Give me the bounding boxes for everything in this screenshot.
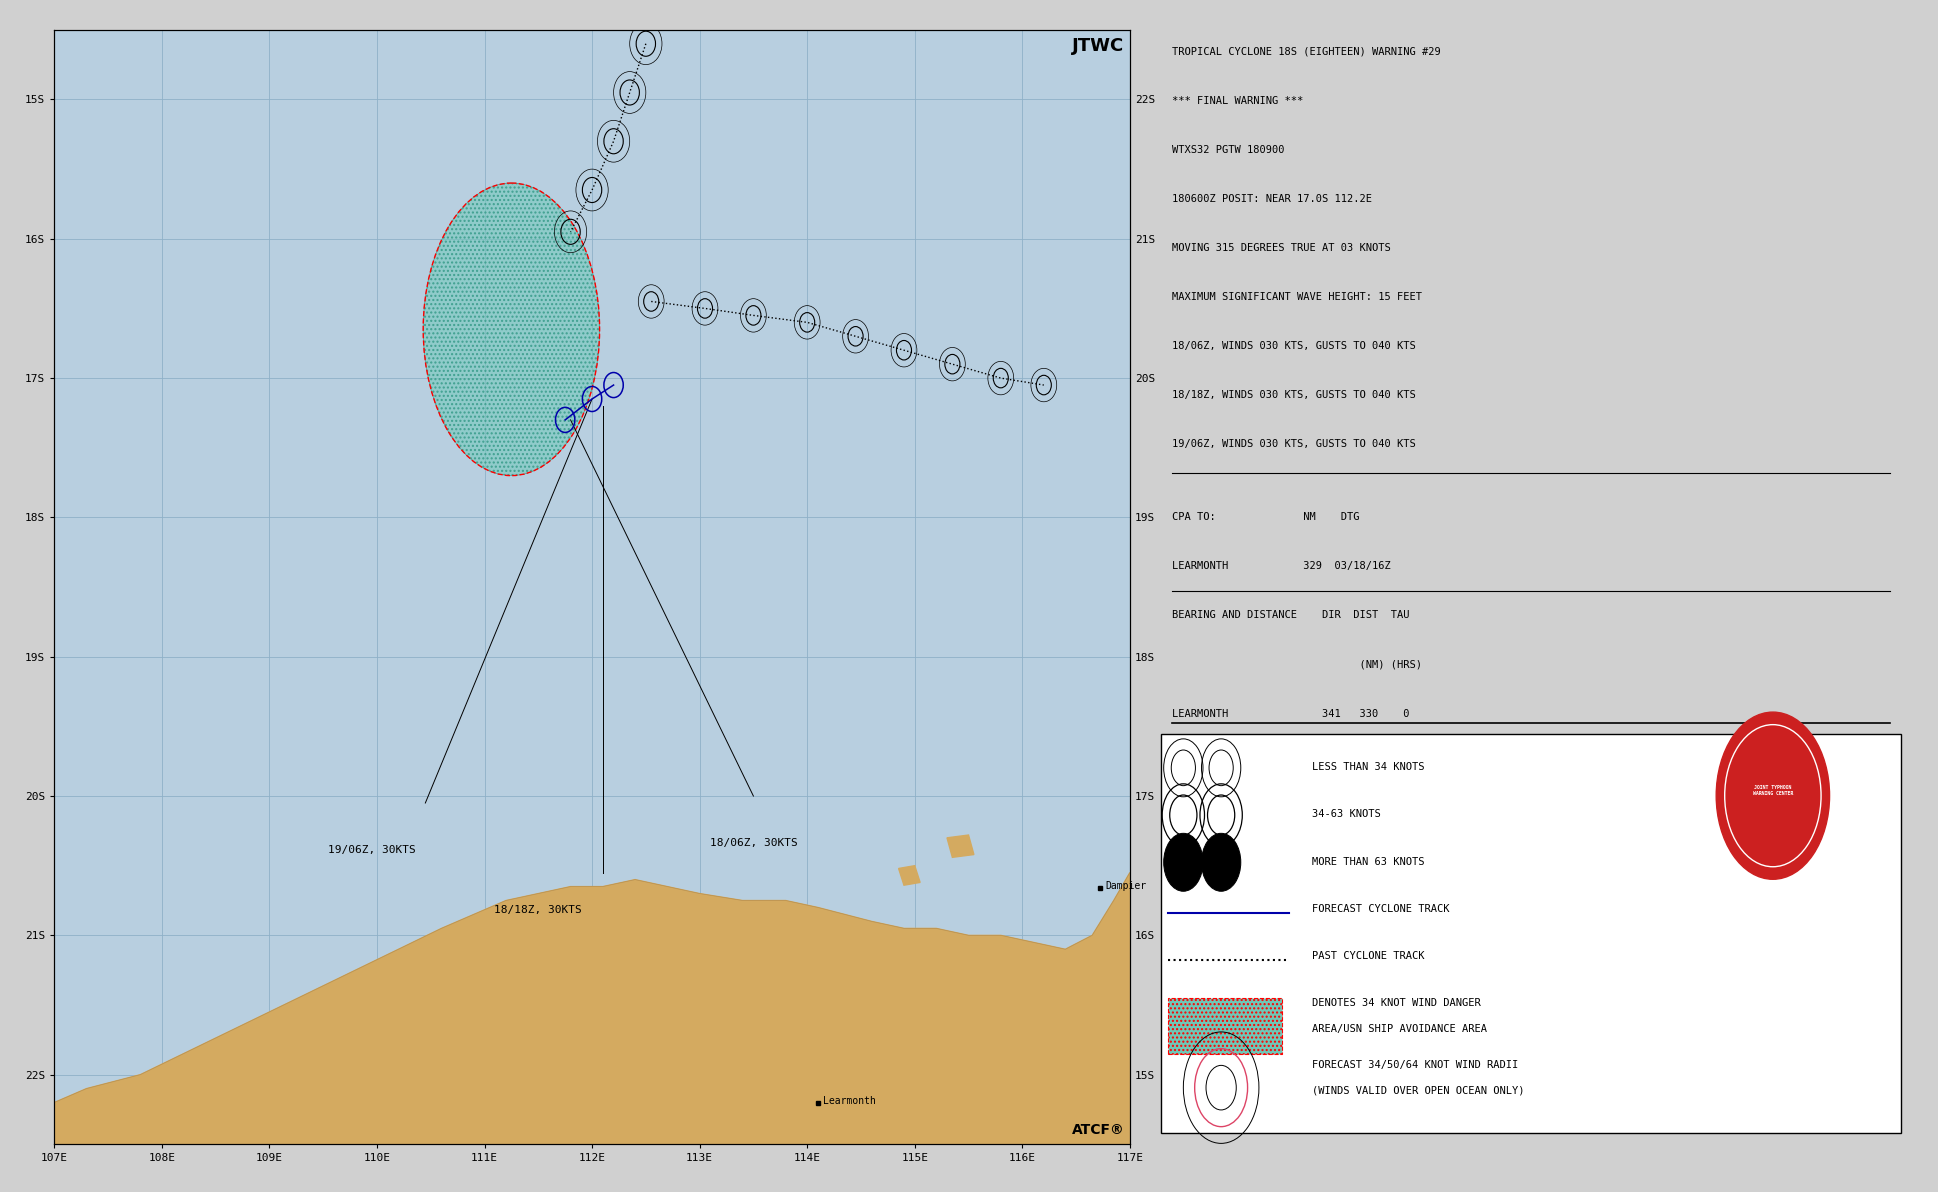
Text: MOVING 315 DEGREES TRUE AT 03 KNOTS: MOVING 315 DEGREES TRUE AT 03 KNOTS bbox=[1172, 243, 1391, 253]
Circle shape bbox=[1717, 712, 1829, 880]
Text: LEARMONTH            329  03/18/16Z: LEARMONTH 329 03/18/16Z bbox=[1172, 561, 1391, 571]
Circle shape bbox=[1171, 844, 1196, 880]
Text: LEARMONTH               341   330    0: LEARMONTH 341 330 0 bbox=[1172, 708, 1409, 719]
Text: 19/06Z, 30KTS: 19/06Z, 30KTS bbox=[328, 845, 415, 855]
Text: FORECAST CYCLONE TRACK: FORECAST CYCLONE TRACK bbox=[1312, 904, 1450, 914]
Text: 180600Z POSIT: NEAR 17.0S 112.2E: 180600Z POSIT: NEAR 17.0S 112.2E bbox=[1172, 193, 1372, 204]
Polygon shape bbox=[54, 873, 1130, 1144]
Text: 18/06Z, WINDS 030 KTS, GUSTS TO 040 KTS: 18/06Z, WINDS 030 KTS, GUSTS TO 040 KTS bbox=[1172, 341, 1417, 350]
Text: TROPICAL CYCLONE 18S (EIGHTEEN) WARNING #29: TROPICAL CYCLONE 18S (EIGHTEEN) WARNING … bbox=[1172, 46, 1440, 56]
Text: ATCF®: ATCF® bbox=[1072, 1123, 1124, 1137]
Text: 18/18Z, WINDS 030 KTS, GUSTS TO 040 KTS: 18/18Z, WINDS 030 KTS, GUSTS TO 040 KTS bbox=[1172, 390, 1417, 399]
Text: WTXS32 PGTW 180900: WTXS32 PGTW 180900 bbox=[1172, 144, 1285, 155]
Text: DENOTES 34 KNOT WIND DANGER: DENOTES 34 KNOT WIND DANGER bbox=[1312, 999, 1481, 1008]
Text: AREA/USN SHIP AVOIDANCE AREA: AREA/USN SHIP AVOIDANCE AREA bbox=[1312, 1024, 1486, 1035]
Circle shape bbox=[1202, 833, 1240, 892]
Polygon shape bbox=[948, 836, 975, 857]
Ellipse shape bbox=[422, 184, 599, 476]
Text: PAST CYCLONE TRACK: PAST CYCLONE TRACK bbox=[1312, 951, 1424, 961]
Text: (WINDS VALID OVER OPEN OCEAN ONLY): (WINDS VALID OVER OPEN OCEAN ONLY) bbox=[1312, 1086, 1525, 1095]
Polygon shape bbox=[899, 865, 921, 886]
FancyBboxPatch shape bbox=[1169, 999, 1281, 1054]
Text: CPA TO:              NM    DTG: CPA TO: NM DTG bbox=[1172, 513, 1359, 522]
Text: JTWC: JTWC bbox=[1072, 37, 1124, 55]
Text: 18/06Z, 30KTS: 18/06Z, 30KTS bbox=[709, 838, 797, 848]
Text: *** FINAL WARNING ***: *** FINAL WARNING *** bbox=[1172, 95, 1302, 106]
Circle shape bbox=[1209, 844, 1233, 880]
Text: 19/06Z, WINDS 030 KTS, GUSTS TO 040 KTS: 19/06Z, WINDS 030 KTS, GUSTS TO 040 KTS bbox=[1172, 439, 1417, 449]
Text: LESS THAN 34 KNOTS: LESS THAN 34 KNOTS bbox=[1312, 762, 1424, 772]
Circle shape bbox=[1163, 833, 1203, 892]
Text: MAXIMUM SIGNIFICANT WAVE HEIGHT: 15 FEET: MAXIMUM SIGNIFICANT WAVE HEIGHT: 15 FEET bbox=[1172, 292, 1422, 302]
Text: Learmonth: Learmonth bbox=[824, 1095, 876, 1105]
Text: Dampier: Dampier bbox=[1105, 881, 1145, 890]
Text: BEARING AND DISTANCE    DIR  DIST  TAU: BEARING AND DISTANCE DIR DIST TAU bbox=[1172, 610, 1409, 621]
Text: 18/18Z, 30KTS: 18/18Z, 30KTS bbox=[494, 905, 581, 914]
FancyBboxPatch shape bbox=[1161, 734, 1901, 1134]
Text: 34-63 KNOTS: 34-63 KNOTS bbox=[1312, 809, 1380, 819]
Text: FORECAST 34/50/64 KNOT WIND RADII: FORECAST 34/50/64 KNOT WIND RADII bbox=[1312, 1060, 1517, 1069]
Text: JOINT TYPHOON
WARNING CENTER: JOINT TYPHOON WARNING CENTER bbox=[1752, 784, 1793, 795]
Text: (NM) (HRS): (NM) (HRS) bbox=[1172, 659, 1422, 670]
Text: MORE THAN 63 KNOTS: MORE THAN 63 KNOTS bbox=[1312, 857, 1424, 867]
